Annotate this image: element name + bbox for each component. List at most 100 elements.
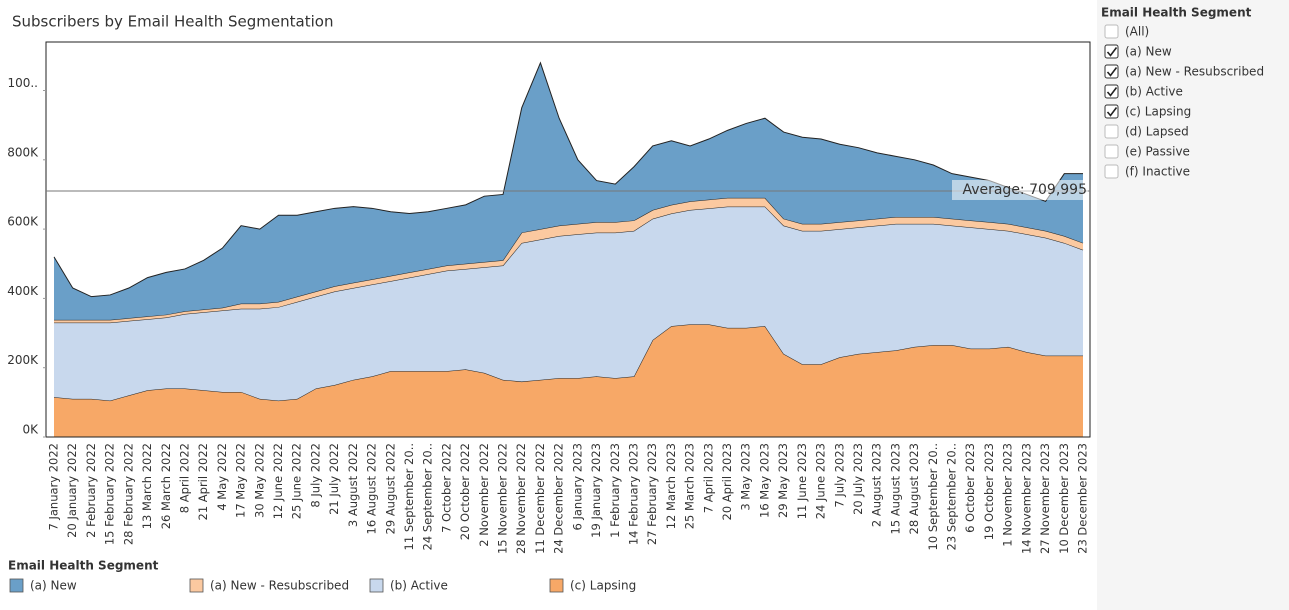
x-tick-label: 20 October 2022 (458, 443, 472, 540)
x-tick-label: 7 October 2022 (439, 443, 453, 533)
x-tick-label: 8 July 2022 (308, 443, 322, 508)
filter-label[interactable]: (e) Passive (1125, 145, 1190, 159)
filter-checkbox[interactable] (1104, 84, 1119, 99)
x-tick-label: 2 November 2022 (477, 443, 491, 547)
filter-checkbox[interactable] (1104, 124, 1119, 139)
legend-title: Email Health Segment (8, 559, 159, 573)
x-tick-label: 4 May 2022 (215, 443, 229, 511)
x-tick-label: 21 July 2022 (327, 443, 341, 515)
x-tick-label: 20 January 2022 (65, 443, 79, 538)
x-tick-label: 15 February 2022 (103, 443, 117, 545)
legend-swatch (549, 578, 564, 593)
x-tick-label: 15 November 2022 (496, 443, 510, 554)
filter-checkbox[interactable] (1104, 24, 1119, 39)
y-tick-label: 400K (7, 284, 39, 298)
area (54, 324, 1083, 437)
x-tick-label: 7 April 2023 (701, 443, 715, 513)
x-tick-label: 6 October 2023 (963, 443, 977, 533)
filter-checkbox[interactable] (1104, 164, 1119, 179)
x-tick-label: 20 April 2023 (720, 443, 734, 521)
x-tick-label: 12 March 2023 (664, 443, 678, 529)
x-tick-label: 19 October 2023 (982, 443, 996, 540)
x-tick-label: 2 February 2022 (84, 443, 98, 538)
legend-label: (b) Active (390, 579, 448, 593)
x-tick-label: 16 May 2023 (757, 443, 771, 518)
filter-title: Email Health Segment (1101, 6, 1252, 20)
filter-label[interactable]: (a) New (1125, 45, 1172, 59)
x-tick-label: 10 December 2023 (1057, 443, 1071, 554)
x-tick-label: 14 November 2023 (1019, 443, 1033, 554)
legend-swatch (189, 578, 204, 593)
x-tick-label: 25 June 2022 (290, 443, 304, 519)
y-tick-label: 600K (7, 215, 39, 229)
filter-label[interactable]: (f) Inactive (1125, 165, 1190, 179)
legend-label: (a) New - Resubscribed (210, 579, 349, 593)
x-tick-label: 3 May 2023 (739, 443, 753, 511)
filter-panel (1097, 0, 1289, 610)
x-tick-label: 7 January 2022 (47, 443, 61, 531)
area-edge (53, 61, 1083, 298)
x-tick-label: 7 July 2023 (832, 443, 846, 508)
area (54, 206, 1083, 401)
filter-checkmark (1106, 87, 1118, 97)
filter-label[interactable]: (All) (1125, 25, 1149, 39)
x-tick-label: 20 July 2023 (851, 443, 865, 515)
legend-swatch (369, 578, 384, 593)
reference-label-bg (952, 179, 1088, 200)
x-tick-label: 15 August 2023 (888, 443, 902, 534)
filter-checkmark (1106, 107, 1118, 117)
filter-checkmark (1106, 67, 1118, 77)
x-tick-label: 1 November 2023 (1001, 443, 1015, 547)
x-tick-label: 11 December 2022 (533, 443, 547, 554)
y-tick-label: 200K (7, 353, 39, 367)
x-tick-label: 24 September 20.. (421, 443, 435, 550)
area-edge (54, 206, 1084, 324)
x-tick-label: 28 February 2022 (121, 443, 135, 545)
area (54, 197, 1083, 323)
x-tick-label: 29 May 2023 (776, 443, 790, 518)
x-tick-label: 27 November 2023 (1038, 443, 1052, 554)
legend-swatch (9, 578, 24, 593)
x-tick-label: 3 August 2022 (346, 443, 360, 527)
y-tick-label: 100.. (7, 76, 38, 90)
x-tick-label: 17 May 2022 (234, 443, 248, 518)
filter-label[interactable]: (b) Active (1125, 85, 1183, 99)
filter-checkmark (1106, 47, 1118, 57)
x-tick-label: 28 August 2023 (907, 443, 921, 534)
x-tick-label: 10 September 20.. (926, 443, 940, 550)
x-tick-label: 24 December 2022 (552, 443, 566, 554)
x-tick-label: 24 June 2023 (814, 443, 828, 519)
filter-label[interactable]: (c) Lapsing (1125, 105, 1191, 119)
x-tick-label: 27 February 2023 (645, 443, 659, 545)
x-tick-label: 12 June 2022 (271, 443, 285, 519)
x-tick-label: 6 January 2023 (570, 443, 584, 531)
filter-label[interactable]: (d) Lapsed (1125, 125, 1189, 139)
x-tick-label: 2 August 2023 (870, 443, 884, 527)
legend-label: (c) Lapsing (570, 579, 636, 593)
x-tick-label: 11 June 2023 (795, 443, 809, 519)
chart-title: Subscribers by Email Health Segmentation (12, 13, 333, 31)
x-tick-label: 21 April 2022 (196, 443, 210, 521)
x-tick-label: 11 September 20.. (402, 443, 416, 550)
x-tick-label: 30 May 2022 (252, 443, 266, 518)
y-tick-label: 800K (7, 145, 39, 159)
plot-border (45, 41, 1091, 438)
x-tick-label: 14 February 2023 (626, 443, 640, 545)
x-tick-label: 16 August 2022 (365, 443, 379, 534)
reference-label: Average: 709,995 (962, 182, 1087, 198)
x-tick-label: 23 December 2023 (1076, 443, 1090, 554)
x-tick-label: 26 March 2022 (159, 443, 173, 529)
legend-label: (a) New (30, 579, 77, 593)
x-tick-label: 19 January 2023 (589, 443, 603, 538)
filter-checkbox[interactable] (1104, 64, 1119, 79)
x-tick-label: 8 April 2022 (177, 443, 191, 513)
filter-checkbox[interactable] (1104, 104, 1119, 119)
filter-label[interactable]: (a) New - Resubscribed (1125, 65, 1264, 79)
x-tick-label: 29 August 2022 (383, 443, 397, 534)
y-tick-label: 0K (22, 423, 39, 437)
filter-checkbox[interactable] (1104, 44, 1119, 59)
x-tick-label: 1 February 2023 (608, 443, 622, 538)
filter-checkbox[interactable] (1104, 144, 1119, 159)
